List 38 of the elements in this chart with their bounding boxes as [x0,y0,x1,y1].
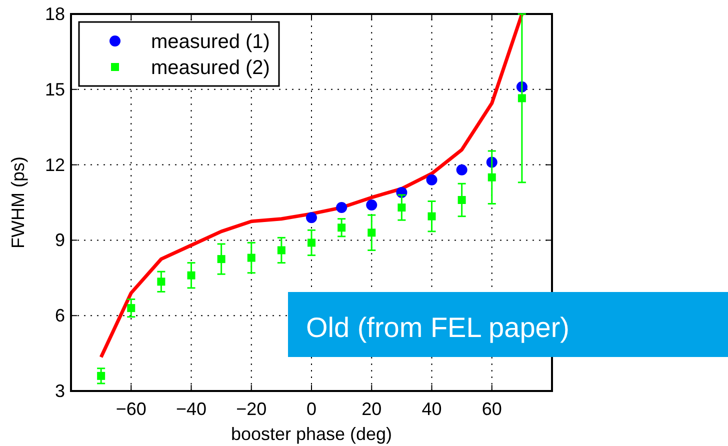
x-tick-label: 0 [306,399,317,419]
point [127,304,136,312]
annotation: Old (from FEL paper) [306,312,570,343]
point [306,212,317,224]
x-tick-label: −20 [236,399,267,419]
point [157,278,166,286]
point [488,173,496,182]
point [428,212,436,220]
point [277,246,286,254]
point [338,224,346,232]
y-tick-label: 12 [44,154,65,175]
legend-label: measured (1) [151,31,270,53]
legend-label: measured (2) [151,57,270,79]
point [247,254,256,262]
point [368,228,376,237]
point [398,204,406,212]
x-tick-label: −40 [176,399,207,419]
x-tick-label: 40 [422,399,442,419]
point [366,200,378,211]
y-tick-label: 6 [54,306,65,326]
y-axis-title: FWHM (ps) [8,156,28,248]
point [518,94,526,102]
point [217,255,226,264]
x-tick-label: −60 [116,399,146,419]
point [426,174,438,186]
y-tick-label: 15 [44,79,65,100]
point [456,164,468,176]
x-tick-label: 20 [362,399,382,419]
x-tick-label: 60 [482,399,502,419]
y-tick-label: 3 [54,381,65,401]
point [308,238,316,247]
x-axis-title: booster phase (deg) [230,424,392,444]
point [336,202,348,214]
y-tick-label: 9 [54,230,65,250]
point [187,271,196,280]
y-tick-label: 18 [44,4,65,24]
point [458,196,466,204]
point [97,372,106,380]
